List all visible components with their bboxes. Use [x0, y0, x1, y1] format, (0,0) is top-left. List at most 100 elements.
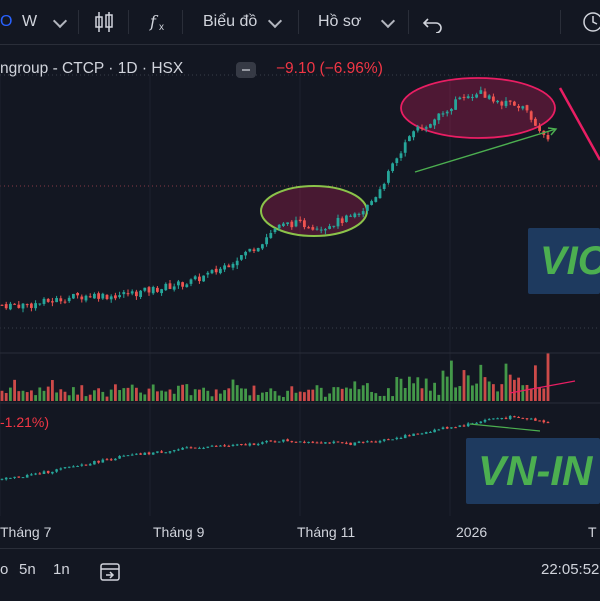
- vnindex-body: [315, 442, 319, 444]
- candle-body: [63, 301, 67, 303]
- goto-date-icon[interactable]: [98, 560, 122, 584]
- candle-body: [454, 99, 457, 110]
- chart-canvas[interactable]: [0, 0, 600, 548]
- candle-body: [441, 113, 445, 115]
- volume-bar: [290, 386, 294, 401]
- candle-body: [59, 298, 63, 302]
- hide-legend-icon[interactable]: [236, 62, 256, 78]
- vnindex-body: [198, 447, 201, 449]
- price-candles: [0, 86, 550, 313]
- volume-bar: [240, 388, 243, 401]
- volume-bar: [227, 388, 231, 401]
- vnindex-body: [93, 461, 96, 465]
- vnindex-body: [412, 433, 415, 436]
- volume-bar: [324, 396, 327, 401]
- volume-bar: [500, 384, 504, 401]
- vnindex-body: [256, 444, 260, 446]
- indicators-fx-icon[interactable]: f: [150, 12, 156, 31]
- vnindex-body: [340, 442, 344, 444]
- candle-body: [214, 268, 218, 273]
- candle-body: [534, 118, 537, 126]
- vnindex-body: [479, 421, 483, 424]
- volume-bar: [542, 388, 546, 401]
- candle-body: [332, 225, 336, 227]
- vnindex-body: [223, 445, 226, 447]
- candle-body: [189, 279, 193, 284]
- volume-bar: [424, 378, 428, 401]
- volume-bar: [458, 386, 462, 401]
- volume-bar: [172, 393, 176, 401]
- trend-arrow: [414, 128, 557, 173]
- volume-bar: [269, 388, 273, 401]
- candle-body: [0, 304, 4, 306]
- trend-arrow-head: [547, 127, 558, 136]
- interval-button[interactable]: W: [22, 13, 38, 30]
- volume-bar: [72, 387, 75, 401]
- volume-bar: [450, 360, 453, 401]
- candle-body: [361, 211, 365, 215]
- candle-body: [445, 111, 449, 114]
- range-1n-button[interactable]: 1n: [53, 561, 70, 578]
- candle-body: [256, 248, 260, 252]
- vnindex-body: [25, 474, 29, 478]
- bottom-toolbar: o 5n 1n 22:05:52: [0, 548, 600, 601]
- candle-body: [475, 94, 478, 98]
- symbol-search[interactable]: O: [0, 13, 13, 30]
- candle-body: [471, 96, 474, 98]
- alert-clock-icon[interactable]: [582, 11, 600, 33]
- candle-body: [412, 131, 415, 138]
- volume-bar: [517, 377, 520, 401]
- vnindex-body: [4, 477, 8, 480]
- candle-body: [437, 113, 441, 121]
- candle-body: [30, 303, 33, 308]
- vnindex-body: [164, 452, 168, 454]
- candle-body: [42, 298, 46, 304]
- vnindex-label: VN-IN: [478, 447, 593, 494]
- volume-bar: [378, 396, 382, 401]
- vnindex-body: [399, 438, 403, 440]
- volume-bar: [399, 378, 403, 401]
- volume-bar: [156, 391, 159, 401]
- range-5n-button[interactable]: 5n: [19, 561, 36, 578]
- annotation-layer-front: [414, 87, 600, 432]
- candle-body: [458, 97, 462, 100]
- volume-bar: [357, 389, 361, 401]
- candle-body: [353, 213, 357, 218]
- time-tick: Tháng 7: [0, 524, 52, 540]
- range-button[interactable]: o: [0, 561, 9, 578]
- candle-body: [504, 100, 508, 107]
- candle-body: [172, 286, 176, 290]
- vnindex-body: [109, 459, 113, 461]
- vnindex-body: [424, 432, 428, 434]
- vnindex-body: [240, 444, 243, 446]
- volume-bar: [504, 363, 508, 401]
- chart-type-menu[interactable]: Biểu đồ: [203, 13, 258, 30]
- candle-body: [303, 220, 306, 228]
- candle-body: [391, 163, 394, 172]
- undo-icon[interactable]: [422, 11, 444, 33]
- volume-bar: [206, 390, 210, 401]
- volume-bar: [370, 391, 373, 401]
- profile-menu[interactable]: Hồ sơ: [318, 13, 362, 30]
- volume-bar: [177, 385, 180, 401]
- volume-bar: [538, 387, 541, 401]
- candle-body: [357, 213, 361, 215]
- volume-bar: [298, 391, 302, 401]
- vnindex-body: [34, 473, 37, 475]
- candle-body: [135, 291, 138, 297]
- vnindex-body: [437, 429, 441, 431]
- candle-body: [311, 227, 315, 230]
- candle-body: [265, 237, 268, 245]
- candle-body: [324, 229, 327, 231]
- candle-body: [160, 289, 163, 294]
- candlestick-type-icon[interactable]: [94, 10, 114, 34]
- vnindex-candles: [0, 415, 550, 481]
- volume-bar: [252, 385, 256, 401]
- vnindex-body: [151, 452, 155, 455]
- candle-body: [416, 126, 420, 131]
- candle-body: [126, 293, 130, 295]
- volume-bar: [13, 379, 16, 401]
- volume-bar: [51, 380, 54, 401]
- indicator-change: -1.21%): [0, 414, 50, 430]
- vnindex-body: [513, 416, 516, 418]
